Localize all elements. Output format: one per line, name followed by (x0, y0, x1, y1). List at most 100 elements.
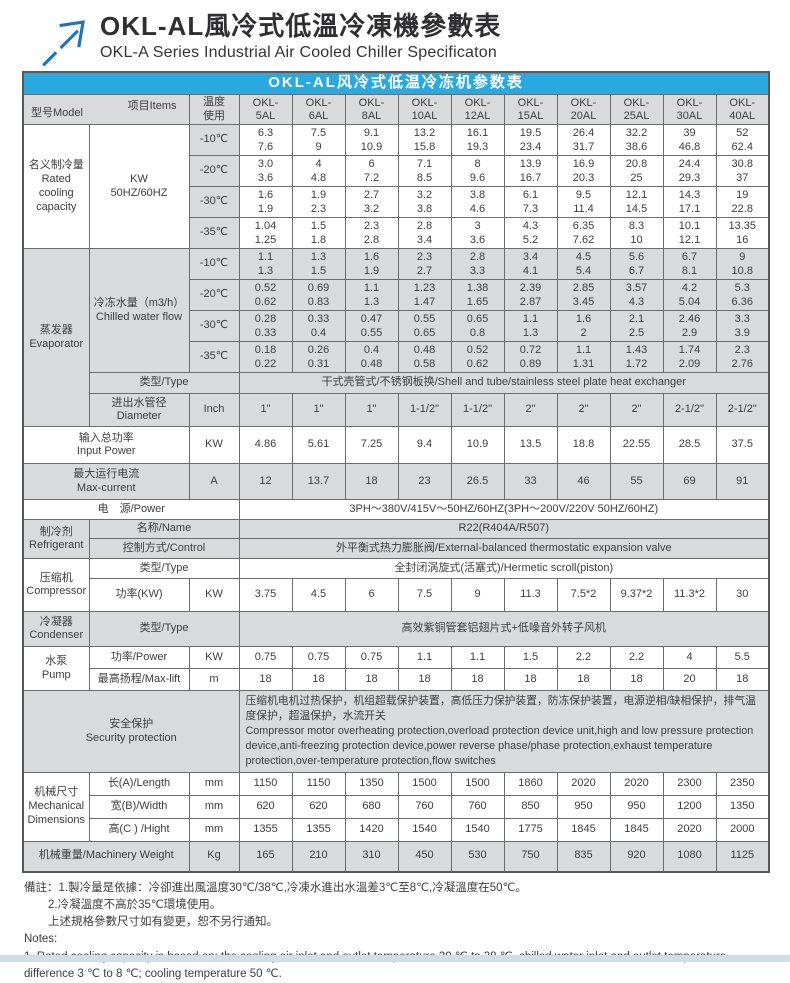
value-cell: 3.57 4.3 (609, 279, 664, 312)
type-label: 类型/Type (88, 372, 240, 395)
value-cell: 2.3 2.8 (344, 217, 399, 250)
value-cell: 0.75 (291, 646, 346, 670)
value-cell: 1.1 1.3 (503, 310, 558, 343)
value-cell: 1350 (715, 795, 770, 820)
value-cell: 0.52 0.62 (238, 279, 293, 312)
table-title: OKL-AL风冷式低温冷冻机参数表 (22, 71, 770, 95)
value-cell: 1.1 1.3 (344, 279, 399, 312)
header-row: 型号Model 项目Items 温度 使用 OKL- 5AL OKL- 6AL OKL-… (22, 93, 770, 126)
value-cell: 2.1 2.5 (609, 310, 664, 343)
value-cell: 22.55 (609, 426, 664, 465)
compressor-power-row: 功率(KW) KW 3.75 4.5 6 7.5 9 11.3 7.5*2 9.37*2 11.… (23, 578, 770, 613)
input-power-label: 输入总功率 Input Power (22, 426, 190, 465)
temp-cell: -35℃ (188, 341, 240, 374)
value-cell: 14.3 17.1 (662, 186, 717, 219)
value-cell: 1150 (238, 772, 293, 797)
value-cell: 4.5 (291, 578, 346, 613)
model-header-cell: OKL- 25AL (609, 93, 664, 126)
value-cell: 530 (450, 841, 505, 873)
value-cell: 0.26 0.31 (291, 341, 346, 374)
value-cell: 2.2 (609, 646, 664, 670)
value-cell: 18 (238, 668, 293, 692)
value-cell: 6.7 8.1 (662, 248, 717, 281)
value-cell: 920 (609, 841, 664, 873)
pump-power-row: 水泵 Pump 功率/Power KW 0.75 0.75 0.75 1.1 1.1 1.… (22, 646, 770, 692)
pump-lift-row: 最高扬程/Max-lift m 18 18 18 18 18 18 18 18 20 18 (23, 668, 770, 692)
value-cell: 19 22.8 (715, 186, 770, 219)
value-cell: 1.38 1.65 (450, 279, 505, 312)
refrigerant-name-row: 制冷剂 Refrigerant 名称/Name R22(R404A/R507) (22, 519, 770, 560)
pump-power-label: 功率/Power (88, 646, 190, 670)
value-cell: 2.7 3.2 (344, 186, 399, 219)
value-cell: 16.1 19.3 (450, 124, 505, 157)
value-cell: 2020 (556, 772, 611, 797)
diameter-unit: Inch (188, 393, 240, 428)
note-line: Notes: (24, 933, 58, 946)
value-cell: 26.4 31.7 (556, 124, 611, 157)
value-cell: 2-1/2" (662, 393, 717, 428)
pump-lift-label: 最高扬程/Max-lift (88, 668, 190, 692)
temp-header-cell: 温度 使用 (188, 93, 240, 126)
value-cell: 1.23 1.47 (397, 279, 452, 312)
pump-power-unit: KW (188, 646, 240, 670)
value-cell: 310 (344, 841, 399, 873)
chilled-water-flow-label: 冷冻水量（m3/h） Chilled water flow (88, 248, 190, 374)
page-title-cn: OKL-AL風冷式低溫冷凍機參數表 (100, 11, 502, 41)
value-cell: 6.35 7.62 (556, 217, 611, 250)
value-cell: 24.4 29.3 (662, 155, 717, 188)
value-cell: 13.5 (503, 426, 558, 465)
compressor-type-row: 压缩机 Compressor 类型/Type 全封闭涡旋式(活塞式)/Herme… (22, 558, 770, 613)
page-edge-strip (0, 955, 790, 962)
temp-cell: -10℃ (188, 124, 240, 157)
diameter-label: 进出水管径 Diameter (88, 393, 190, 428)
value-cell: 0.4 0.48 (344, 341, 399, 374)
value-cell: 2" (556, 393, 611, 428)
value-cell: 2000 (715, 818, 770, 843)
value-cell: 1540 (450, 818, 505, 843)
value-cell: 2" (503, 393, 558, 428)
value-cell: 950 (609, 795, 664, 820)
value-cell: 620 (238, 795, 293, 820)
value-cell: 1.43 1.72 (609, 341, 664, 374)
evaporator-row: -30℃ 0.28 0.33 0.33 0.4 0.47 0.55 0.55 0.65 0.65… (23, 310, 770, 343)
length-unit: mm (188, 772, 240, 797)
value-cell: 2-1/2" (715, 393, 770, 428)
value-cell: 2.8 3.3 (450, 248, 505, 281)
value-cell: 750 (503, 841, 558, 873)
model-header-cell: OKL- 30AL (662, 93, 717, 126)
value-cell: 7.5*2 (556, 578, 611, 613)
value-cell: 20.8 25 (609, 155, 664, 188)
temp-header-line1: 温度 (203, 95, 225, 108)
value-cell: 30 (715, 578, 770, 613)
value-cell: 18 (291, 668, 346, 692)
value-cell: 1.6 1.9 (344, 248, 399, 281)
value-cell: 680 (344, 795, 399, 820)
section-label-condenser: 冷凝器 Condenser (22, 611, 90, 648)
value-cell: 4.2 5.04 (662, 279, 717, 312)
max-current-label: 最大运行电流 Max-current (22, 463, 190, 501)
value-cell: 0.52 0.62 (450, 341, 505, 374)
diameter-row: 进出水管径 Diameter Inch 1" 1" 1" 1-1/2" 1-1/2" 2"… (23, 393, 770, 428)
value-cell: 32.2 38.6 (609, 124, 664, 157)
value-cell: 4.5 5.4 (556, 248, 611, 281)
value-cell: 3.0 3.6 (238, 155, 293, 188)
rated-unit-cell: KW 50HZ/60HZ (88, 124, 190, 250)
value-cell: 8 9.6 (450, 155, 505, 188)
dimension-row: 机械尺寸 Mechanical Dimensions 长(A)/Length m… (22, 772, 770, 843)
note-line: 上述規格參數尺寸如有變更，恕不另行通知。 (48, 916, 278, 929)
value-cell: 46 (556, 463, 611, 501)
section-label-dimensions: 机械尺寸 Mechanical Dimensions (22, 772, 90, 843)
value-cell: 7.25 (344, 426, 399, 465)
value-cell: 0.75 (238, 646, 293, 670)
security-text: 压缩机电机过热保护，机组超载保护装置，高低压力保护装置，防冻保护装置，电源逆相/… (238, 690, 770, 774)
compressor-type-label: 类型/Type (88, 558, 240, 580)
value-cell: 1-1/2" (397, 393, 452, 428)
dimension-row: 宽(B)/Width mm 620 620 680 760 760 850 950 950 12… (23, 795, 770, 820)
spec-table-wrap: OKL-AL风冷式低温冷冻机参数表 型号Model 项目Items 温度 使用 … (22, 71, 790, 873)
corner-items-label: 项目Items (127, 99, 177, 112)
security-row: 安全保护 Security protection 压缩机电机过热保护，机组超载保… (22, 690, 770, 774)
value-cell: 3.8 4.6 (450, 186, 505, 219)
condenser-type-value: 高效紫铜管套铝翅片式+低噪音外转子风机 (238, 611, 770, 648)
value-cell: 0.33 0.4 (291, 310, 346, 343)
model-header-cell: OKL- 12AL (450, 93, 505, 126)
